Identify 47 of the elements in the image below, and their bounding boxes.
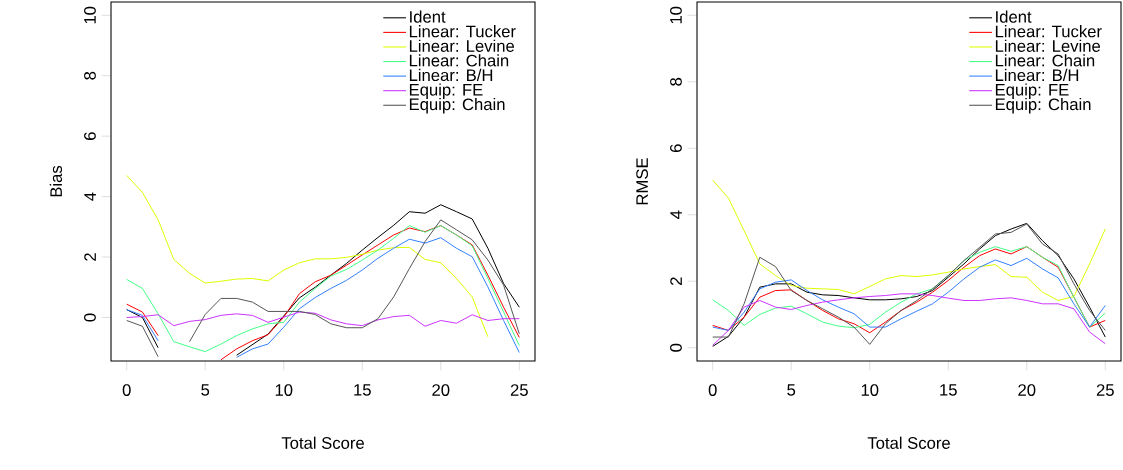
y-tick-label: 8 [84, 71, 96, 80]
x-tick-label: 25 [1096, 384, 1114, 396]
x-tick-label: 0 [708, 384, 717, 396]
legend-label: Linear: B/H [409, 68, 493, 82]
line-series [712, 293, 1106, 346]
x-tick-label: 15 [354, 384, 371, 396]
legend-label: Equip: Chain [995, 97, 1091, 114]
x-tick-label: 0 [122, 384, 131, 396]
legend-label: Linear: Levine [995, 39, 1101, 52]
y-axis-title: RMSE [636, 158, 649, 205]
y-tick-label: 0 [84, 313, 96, 322]
x-tick-label: 15 [940, 384, 957, 396]
x-tick-label: 25 [510, 384, 528, 396]
legend-label: Ident [410, 10, 446, 23]
legend-label: Equip: Chain [409, 97, 505, 114]
x-tick-label: 20 [1018, 384, 1036, 396]
legend-label: Equip: FE [409, 83, 483, 99]
y-tick-label: 10 [84, 6, 96, 24]
line-series [712, 179, 1106, 301]
x-tick-label: 20 [432, 384, 450, 396]
legend-label: Linear: Tucker [995, 25, 1102, 38]
legend-label: Linear: Levine [409, 39, 515, 52]
line-series [126, 174, 489, 338]
line-series [126, 311, 520, 327]
x-tick-label: 10 [275, 384, 293, 396]
y-tick-label: 6 [670, 144, 682, 153]
y-tick-label: 6 [84, 132, 96, 140]
y-tick-label: 10 [670, 6, 682, 24]
x-axis-title: Total Score [281, 436, 364, 449]
y-tick-label: 0 [670, 343, 682, 352]
line-series [712, 257, 1106, 331]
legend-label: Linear: Tucker [409, 25, 516, 38]
y-tick-label: 4 [670, 210, 682, 219]
x-tick-label: 5 [201, 384, 210, 396]
legend-label: Linear: Chain [995, 54, 1095, 67]
legend-label: Linear: B/H [995, 68, 1079, 82]
x-tick-label: 5 [787, 384, 796, 396]
legend-label: Linear: Chain [409, 54, 509, 67]
x-tick-label: 10 [861, 384, 879, 396]
y-tick-label: 2 [84, 253, 96, 261]
y-axis-title: Bias [49, 165, 63, 197]
y-tick-label: 2 [670, 277, 682, 286]
y-tick-label: 4 [84, 192, 96, 201]
legend-label: Equip: FE [995, 83, 1069, 99]
legend-label: Ident [996, 10, 1032, 23]
y-tick-label: 8 [670, 77, 682, 86]
x-axis-title: Total Score [867, 436, 950, 449]
